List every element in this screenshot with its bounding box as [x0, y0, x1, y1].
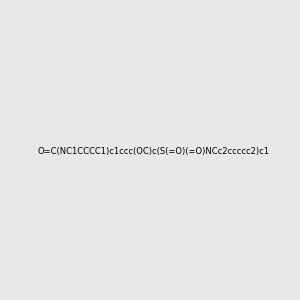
Text: O=C(NC1CCCC1)c1ccc(OC)c(S(=O)(=O)NCc2ccccc2)c1: O=C(NC1CCCC1)c1ccc(OC)c(S(=O)(=O)NCc2ccc… [38, 147, 270, 156]
